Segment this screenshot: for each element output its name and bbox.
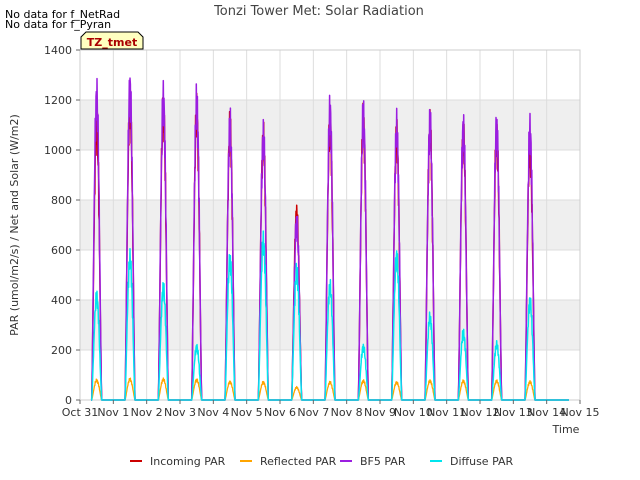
band-600 — [80, 200, 580, 250]
no-data-netrad-note: No data for f_NetRad — [5, 8, 120, 21]
data-series — [90, 77, 569, 401]
site-tag-box — [80, 31, 144, 50]
y-tick-label: 200 — [51, 344, 72, 357]
legend: Incoming PAR Reflected PAR BF5 PAR Diffuse … — [130, 455, 514, 468]
y-tick-label: 600 — [51, 244, 72, 257]
x-tick-label: Nov 6 — [264, 406, 296, 419]
x-tick-label: Nov 2 — [131, 406, 163, 419]
x-tick-label: Nov 9 — [364, 406, 396, 419]
y-tick-label: 1400 — [44, 44, 72, 57]
x-tick-label: Oct 31 — [62, 406, 99, 419]
y-tick-label: 800 — [51, 194, 72, 207]
y-tick-label: 0 — [65, 394, 72, 407]
legend-label: Reflected PAR — [260, 455, 337, 468]
chart-title: Tonzi Tower Met: Solar Radiation — [213, 4, 424, 19]
band-200 — [80, 300, 580, 350]
no-data-pyran-note: No data for f_Pyran — [5, 18, 111, 31]
legend-label: BF5 PAR — [360, 455, 406, 468]
x-tick-label: Nov 11 — [427, 406, 466, 419]
x-tick-label: Nov 14 — [527, 406, 566, 419]
x-tick-label: Nov 8 — [331, 406, 363, 419]
x-axis-label: Time — [552, 423, 580, 436]
plot-frame — [79, 49, 581, 401]
x-tick-label: Nov 3 — [164, 406, 196, 419]
y-axis-label: PAR (umol/m2/s) / Net and Solar (W/m2) — [8, 114, 21, 336]
x-axis-ticks: Oct 31 Nov 1 Nov 2 Nov 3 Nov 4 Nov 5 Nov 6 Nov … — [62, 400, 600, 419]
x-tick-label: Nov 5 — [231, 406, 263, 419]
y-tick-label: 400 — [51, 294, 72, 307]
x-tick-label: Nov 7 — [297, 406, 329, 419]
x-tick-label: Nov 12 — [461, 406, 500, 419]
x-tick-label: Nov 13 — [494, 406, 533, 419]
x-tick-label: Nov 4 — [197, 406, 229, 419]
y-tick-label: 1000 — [44, 144, 72, 157]
x-tick-label: Nov 15 — [561, 406, 600, 419]
y-tick-label: 1200 — [44, 94, 72, 107]
series-reflected-par — [91, 377, 569, 401]
legend-label: Incoming PAR — [150, 455, 226, 468]
y-axis-ticks: 0 200 400 600 800 1000 1200 1400 — [44, 44, 80, 407]
series-line — [90, 230, 569, 401]
site-tag-label: TZ_tmet — [87, 36, 137, 49]
x-tick-label: Nov 1 — [97, 406, 129, 419]
series-line — [91, 377, 569, 401]
legend-label: Diffuse PAR — [450, 455, 514, 468]
series-diffuse-par — [90, 230, 569, 401]
x-tick-label: Nov 10 — [394, 406, 433, 419]
site-tag: TZ_tmet — [80, 31, 144, 50]
